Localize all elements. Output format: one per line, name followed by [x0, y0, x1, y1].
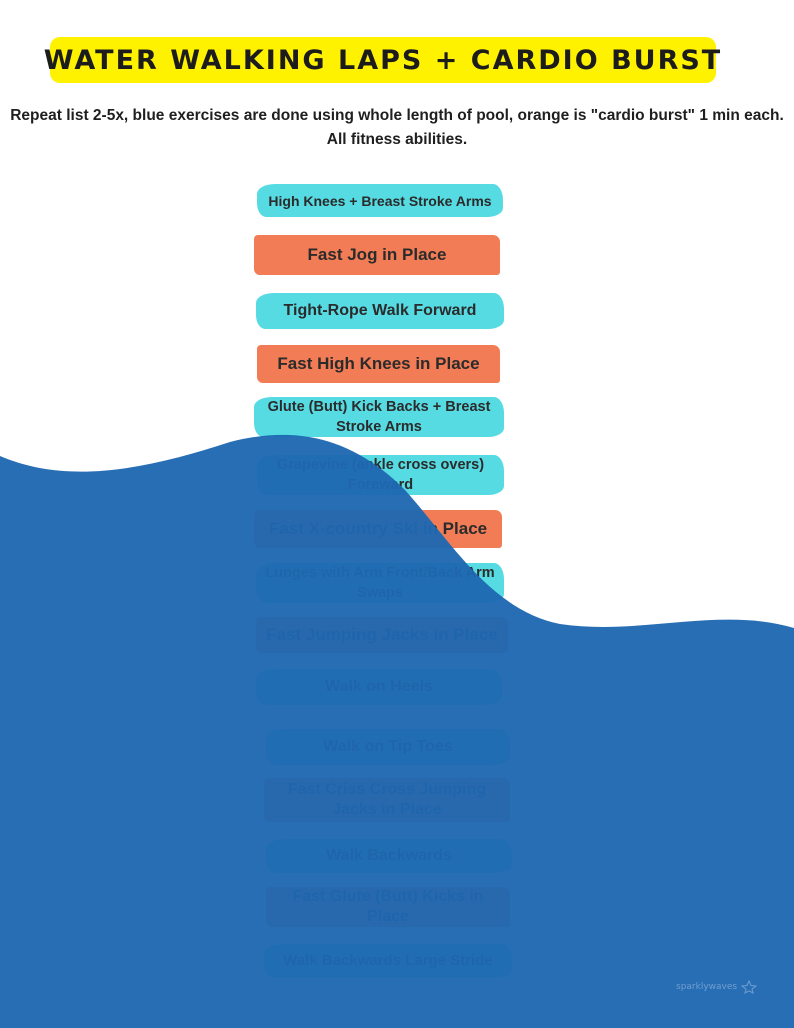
exercise-item: Fast High Knees in Place [257, 345, 500, 383]
exercise-item: Walk on Heels [256, 669, 502, 705]
exercise-item: Walk on Tip Toes [266, 729, 510, 765]
brand-label: sparklywaves [676, 982, 738, 992]
exercise-item: Glute (Butt) Kick Backs + Breast Stroke … [254, 397, 504, 437]
exercise-item: Walk Backwards [266, 839, 512, 873]
title-banner: WATER WALKING LAPS + CARDIO BURST [44, 37, 720, 83]
exercise-item: Fast Glute (Butt) Kicks in Place [266, 887, 510, 927]
exercise-item: Fast X-country Ski in Place [254, 510, 502, 548]
page-title: WATER WALKING LAPS + CARDIO BURST [43, 44, 723, 76]
exercise-item: Lunges with Arm Front/Back Arm Swaps [256, 563, 504, 603]
brand-watermark: sparklywaves [676, 980, 758, 994]
star-icon [740, 980, 758, 994]
exercise-item: Fast Criss Cross Jumping Jacks in Place [264, 778, 510, 822]
exercise-item: Walk Backwards Large Stride [264, 944, 512, 978]
exercise-item: Fast Jumping Jacks in Place [256, 617, 508, 653]
instructions-text: Repeat list 2-5x, blue exercises are don… [10, 107, 784, 148]
exercise-item: Grapevine (ankle cross overs) Foreward [257, 455, 504, 495]
exercise-item: High Knees + Breast Stroke Arms [257, 184, 503, 217]
exercise-item: Fast Jog in Place [254, 235, 500, 275]
exercise-item: Tight-Rope Walk Forward [256, 293, 504, 329]
